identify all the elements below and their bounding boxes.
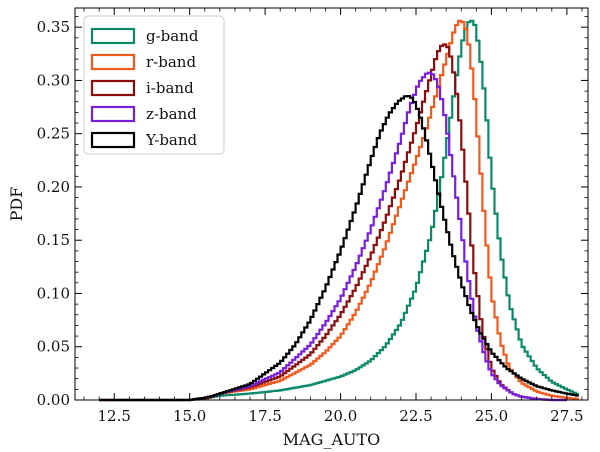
y-tick-label: 0.05 (37, 338, 70, 356)
legend: g-band r-band i-band z-band Y-band (83, 15, 225, 155)
x-tick-label: 20.0 (324, 407, 357, 425)
x-tick-label: 12.5 (98, 407, 131, 425)
x-tick-label: 22.5 (399, 407, 432, 425)
x-tick-label: 15.0 (173, 407, 206, 425)
y-tick-label: 0.25 (37, 125, 70, 143)
series-line-y-band (99, 95, 579, 402)
legend-label: g-band (146, 27, 199, 45)
series-line-g-band (99, 19, 579, 402)
plot-frame (74, 7, 589, 401)
y-tick-label: 0.35 (37, 18, 70, 36)
x-tick-label: 25.0 (475, 407, 508, 425)
y-tick-label: 0.10 (37, 284, 70, 302)
x-tick-label: 27.5 (550, 407, 583, 425)
legend-label: Y-band (145, 131, 198, 149)
y-tick-label: 0.20 (37, 178, 70, 196)
legend-swatch (90, 27, 136, 45)
series-layer (99, 19, 579, 402)
legend-swatch (90, 105, 136, 123)
legend-swatch (90, 79, 136, 97)
x-axis-label: MAG_AUTO (283, 430, 381, 449)
legend-label: i-band (146, 79, 194, 97)
y-tick-label: 0.30 (37, 71, 70, 89)
legend-swatch (90, 131, 136, 149)
legend-label: z-band (146, 105, 197, 123)
y-tick-label: 0.15 (37, 231, 70, 249)
y-tick-label: 0.00 (37, 391, 70, 409)
y-axis-label: PDF (7, 187, 26, 222)
ticks-layer: 12.5 15.0 17.5 20.0 22.5 25.0 27.5 0.00 0.05 0.10… (37, 8, 588, 425)
legend-label: r-band (146, 53, 196, 71)
legend-swatch (90, 53, 136, 71)
legend-box (83, 15, 225, 155)
x-tick-label: 17.5 (248, 407, 281, 425)
